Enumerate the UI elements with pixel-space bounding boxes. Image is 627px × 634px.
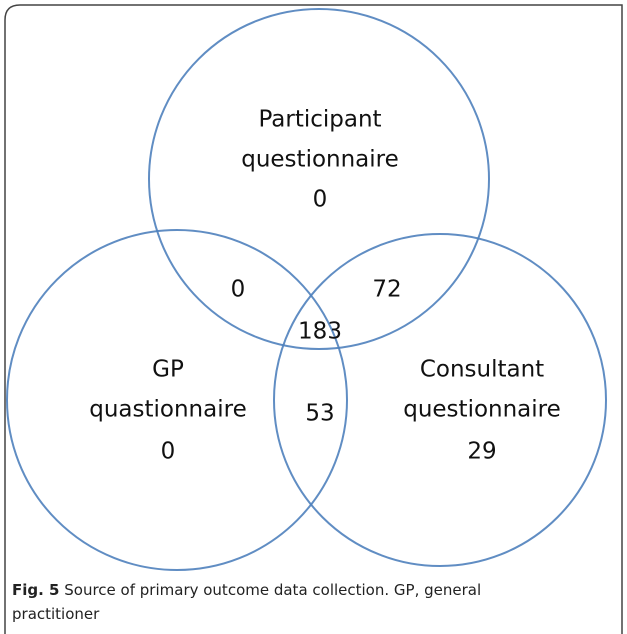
region-count: 0 [231, 277, 246, 303]
caption-text: Source of primary outcome data collectio… [12, 581, 482, 623]
region-count: 53 [305, 401, 334, 427]
region-count: 0 [161, 439, 176, 465]
set-label: questionnaire [403, 397, 561, 423]
region-count: 29 [467, 439, 496, 465]
region-count: 72 [372, 277, 401, 303]
caption: Fig. 5 Source of primary outcome data co… [12, 578, 552, 626]
set-label: Consultant [420, 357, 544, 383]
caption-label: Fig. 5 [12, 581, 60, 599]
set-label: quastionnaire [89, 397, 246, 423]
set-label: questionnaire [241, 147, 399, 173]
set-label: GP [152, 357, 184, 383]
region-count: 183 [298, 319, 342, 345]
set-circle [6, 229, 348, 571]
set-circle [273, 233, 607, 567]
region-count: 0 [313, 187, 328, 213]
set-label: Participant [258, 107, 381, 133]
set-circle [148, 8, 490, 350]
figure-frame [4, 4, 623, 634]
